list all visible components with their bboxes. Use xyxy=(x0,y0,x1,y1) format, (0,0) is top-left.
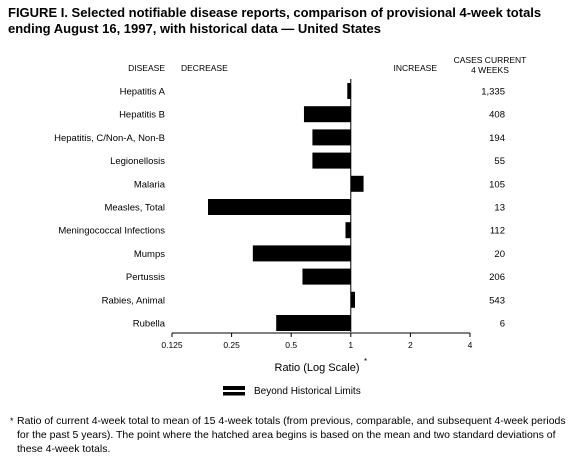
cases-value: 13 xyxy=(494,203,505,214)
header-cases-line1: CASES CURRENT xyxy=(454,55,527,65)
x-tick-label: 1 xyxy=(348,340,353,350)
category-label: Pertussis xyxy=(126,272,165,283)
bar xyxy=(350,291,355,308)
x-tick-label: 4 xyxy=(468,340,473,350)
cases-value: 408 xyxy=(489,110,505,121)
category-label: Rabies, Animal xyxy=(102,295,165,306)
x-tick-label: 0.5 xyxy=(285,340,297,350)
category-label: Hepatitis, C/Non-A, Non-B xyxy=(54,133,165,144)
bar xyxy=(208,199,351,215)
x-axis: 0.125 0.25 0.5 1 2 4 Ratio (Log Scale) * xyxy=(161,79,473,374)
legend: Beyond Historical Limits xyxy=(223,386,361,397)
category-label: Rubella xyxy=(133,319,166,330)
legend-swatch xyxy=(223,386,245,390)
x-tick-label: 2 xyxy=(408,340,413,350)
cases-value: 543 xyxy=(489,295,505,306)
bar xyxy=(303,106,351,123)
legend-swatch-lower xyxy=(223,392,245,395)
cases-value: 194 xyxy=(489,133,505,144)
category-label: Malaria xyxy=(134,179,166,190)
x-tick-label: 0.125 xyxy=(161,340,183,350)
bar xyxy=(312,129,351,146)
bar xyxy=(276,315,351,331)
chart-title: FIGURE I. Selected notifiable disease re… xyxy=(8,5,542,36)
header-cases-line2: 4 WEEKS xyxy=(471,65,509,75)
chart-rows: Hepatitis A 1,335 Hepatitis B 408 Hepatitis,… xyxy=(54,83,505,331)
header-increase: INCREASE xyxy=(394,63,438,73)
bar xyxy=(312,152,351,169)
category-label: Hepatitis A xyxy=(120,87,166,98)
bar xyxy=(252,245,351,262)
header-decrease: DECREASE xyxy=(181,63,228,73)
category-label: Meningococcal Infections xyxy=(58,226,165,237)
x-axis-title: Ratio (Log Scale) xyxy=(275,362,360,374)
bar xyxy=(350,175,364,192)
category-label: Legionellosis xyxy=(110,156,165,167)
cases-value: 20 xyxy=(494,249,505,260)
x-tick-label: 0.25 xyxy=(223,340,240,350)
footnote-marker: * xyxy=(10,416,14,426)
cases-value: 1,335 xyxy=(481,87,505,98)
bar xyxy=(302,268,351,285)
cases-value: 105 xyxy=(489,179,505,190)
footnote-text: Ratio of current 4-week total to mean of… xyxy=(17,415,566,455)
cases-value: 55 xyxy=(494,156,505,167)
header-disease: DISEASE xyxy=(128,63,165,73)
cases-value: 112 xyxy=(490,226,505,237)
x-axis-title-marker: * xyxy=(364,357,367,366)
chart-headers: DISEASE DECREASE INCREASE CASES CURRENT … xyxy=(128,55,526,75)
footnote: * Ratio of current 4-week total to mean … xyxy=(10,414,572,456)
bar xyxy=(347,83,351,99)
category-label: Mumps xyxy=(134,249,165,260)
cases-value: 206 xyxy=(489,272,505,283)
category-label: Hepatitis B xyxy=(119,110,165,121)
category-label: Measles, Total xyxy=(104,203,165,214)
legend-label: Beyond Historical Limits xyxy=(254,386,361,397)
cases-value: 6 xyxy=(500,319,505,330)
bar xyxy=(345,222,351,239)
